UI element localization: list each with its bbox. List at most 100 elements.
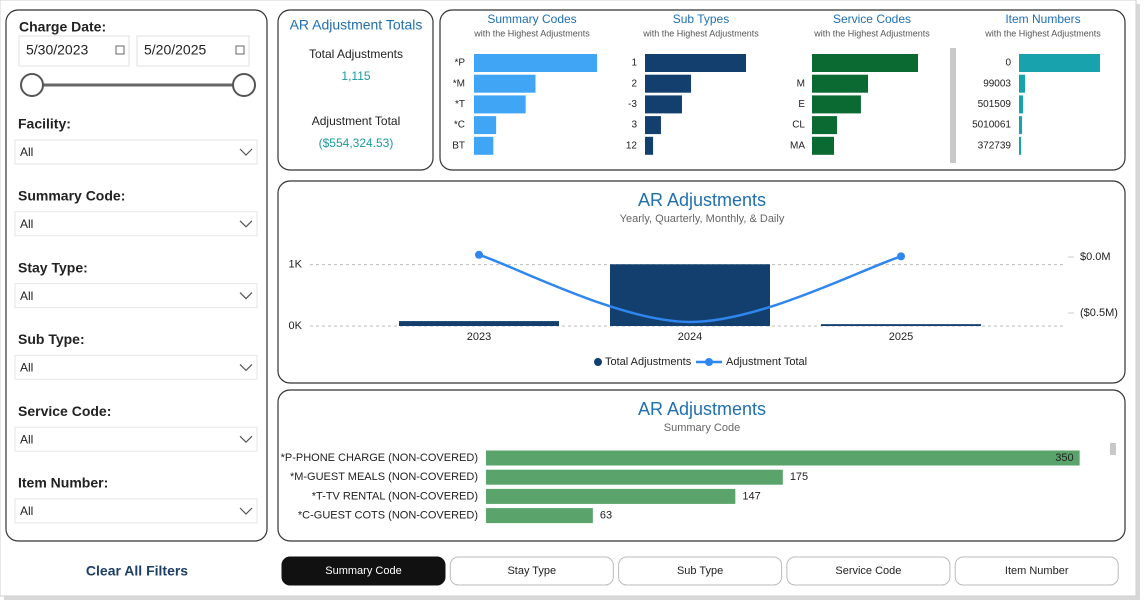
chevron — [239, 148, 253, 156]
bar — [474, 74, 536, 93]
y2-tick-label: ($0.5M) — [1080, 307, 1118, 319]
dropdown-value: All — [20, 504, 33, 518]
mini-subtitle: with the Highest Adjustments — [473, 28, 590, 38]
mini-subtitle: with the Highest Adjustments — [813, 28, 930, 38]
chart-subtitle: Summary Code — [664, 422, 740, 434]
bar — [486, 488, 736, 504]
chart-subtitle: Yearly, Quarterly, Monthly, & Daily — [620, 213, 785, 225]
category-label: 1 — [631, 58, 637, 69]
chevron — [239, 292, 253, 300]
calendar-icon — [235, 45, 245, 55]
bar — [812, 54, 918, 72]
date-input[interactable] — [136, 35, 250, 67]
bar — [812, 74, 869, 93]
mini-subtitle: with the Highest Adjustments — [984, 28, 1101, 38]
dropdown[interactable] — [14, 139, 258, 165]
line-point — [475, 250, 483, 259]
bar — [645, 54, 746, 72]
category-label: 501509 — [978, 99, 1012, 110]
bar — [812, 116, 838, 135]
kpi-label: Total Adjustments — [309, 47, 403, 61]
category-label: CL — [792, 120, 805, 131]
filter-label: Facility: — [18, 116, 71, 132]
tab[interactable] — [281, 556, 446, 586]
category-label: 372739 — [978, 140, 1012, 151]
kpi-title: AR Adjustment Totals — [290, 17, 423, 33]
category-label: 12 — [626, 140, 638, 151]
slider-handle[interactable] — [232, 73, 256, 97]
data-label: 350 — [1055, 452, 1073, 464]
bar — [821, 324, 981, 326]
bar — [812, 95, 861, 114]
bar — [474, 116, 497, 135]
mini-title: Sub Types — [673, 12, 729, 26]
bar — [486, 450, 1080, 466]
bar — [645, 136, 654, 155]
bar — [812, 136, 835, 155]
kpi-label: Adjustment Total — [312, 114, 401, 128]
data-label: 63 — [600, 510, 612, 522]
tab-label: Item Number — [1005, 565, 1069, 577]
category-label: E — [798, 99, 805, 110]
tab-label: Summary Code — [325, 565, 401, 577]
tab-label: Service Code — [835, 565, 901, 577]
chevron — [239, 507, 253, 515]
y-tick-label: 1K — [289, 258, 303, 270]
chart-title: AR Adjustments — [638, 399, 766, 419]
filter-label: Item Number: — [18, 475, 108, 491]
data-label: 175 — [790, 471, 808, 483]
dropdown-value: All — [20, 217, 33, 231]
filter-label: Sub Type: — [18, 331, 85, 347]
mini-title: Service Codes — [833, 12, 911, 26]
data-label: 147 — [742, 490, 760, 502]
dropdown[interactable] — [14, 211, 258, 237]
category-label: -3 — [628, 99, 637, 110]
category-label: 0 — [1005, 58, 1011, 69]
dropdown[interactable] — [14, 426, 258, 452]
bar — [1019, 116, 1023, 135]
bar — [1019, 136, 1022, 155]
bar — [474, 54, 597, 72]
dropdown-value: All — [20, 432, 33, 446]
kpi-value: 1,115 — [341, 69, 370, 83]
bar — [645, 116, 661, 135]
chevron — [239, 363, 253, 372]
tab[interactable] — [954, 556, 1119, 586]
bar — [610, 264, 770, 326]
filter-label: Service Code: — [18, 403, 111, 419]
line-point — [897, 252, 905, 261]
filter-label: Summary Code: — [18, 188, 125, 204]
category-label: 5010061 — [972, 120, 1011, 131]
category-label: 3 — [631, 120, 637, 131]
chart-title: AR Adjustments — [638, 190, 766, 210]
scrollbar — [1110, 443, 1116, 455]
panel — [5, 9, 268, 542]
filter-label: Stay Type: — [18, 259, 88, 275]
category-label: *M-GUEST MEALS (NON-COVERED) — [290, 471, 478, 483]
category-label: 2 — [631, 78, 637, 89]
category-label: *P-PHONE CHARGE (NON-COVERED) — [281, 452, 478, 464]
category-label: M — [797, 78, 805, 89]
bar — [645, 95, 682, 114]
y-tick-label: 0K — [289, 320, 303, 332]
dropdown-value: All — [20, 289, 33, 303]
category-label: *T-TV RENTAL (NON-COVERED) — [312, 490, 478, 502]
category-label: MA — [790, 140, 805, 151]
dropdown[interactable] — [14, 354, 258, 380]
calendar-icon — [115, 45, 125, 55]
legend-label: Total Adjustments — [605, 356, 692, 368]
dropdown[interactable] — [14, 283, 258, 309]
legend-label: Adjustment Total — [726, 356, 807, 368]
tab[interactable] — [618, 556, 783, 586]
dropdown-value: All — [20, 145, 33, 159]
legend-marker — [705, 358, 713, 366]
slider-handle[interactable] — [20, 73, 44, 97]
dropdown[interactable] — [14, 498, 258, 524]
tab[interactable] — [786, 556, 951, 586]
clear-filters[interactable]: Clear All Filters — [86, 563, 188, 579]
bar — [486, 469, 783, 485]
date-input[interactable] — [18, 35, 130, 67]
tab[interactable] — [449, 556, 614, 586]
category-label: *C-GUEST COTS (NON-COVERED) — [298, 510, 478, 522]
